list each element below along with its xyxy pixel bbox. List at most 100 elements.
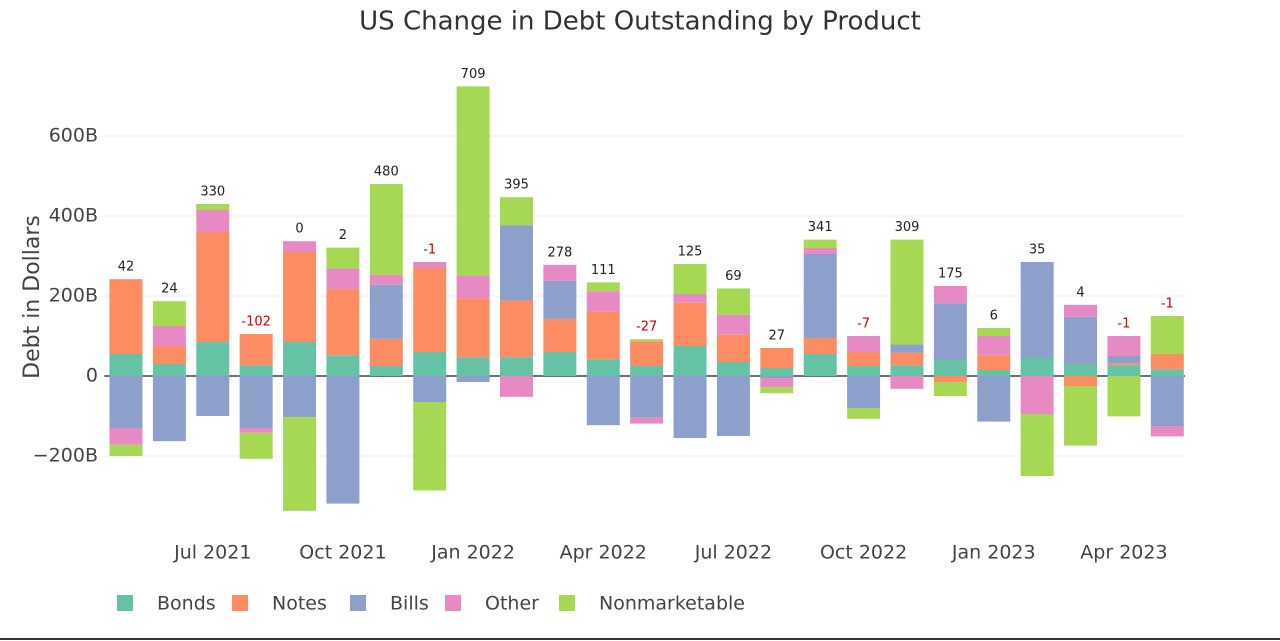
total-label: 125 xyxy=(678,245,703,260)
bar-segment xyxy=(933,286,967,304)
bar-segment xyxy=(803,354,837,376)
bar-segment xyxy=(630,366,664,376)
bar-segment xyxy=(586,291,620,312)
bar-segment xyxy=(196,204,230,210)
bar-segment xyxy=(890,352,924,366)
bar-segment xyxy=(760,378,794,388)
bar-segment xyxy=(196,210,230,232)
total-label: 69 xyxy=(725,269,742,284)
x-tick-label: Jul 2022 xyxy=(694,542,772,564)
total-label: 330 xyxy=(200,185,225,200)
y-tick-label: 0 xyxy=(86,365,98,387)
bar-segment xyxy=(152,326,186,346)
bar-segment xyxy=(543,318,577,352)
y-axis-title: Debt in Dollars xyxy=(20,215,45,379)
bar-segment xyxy=(456,357,490,376)
bar-segment xyxy=(716,362,750,376)
bar-segment xyxy=(977,370,1011,376)
bar-segment xyxy=(1064,316,1098,364)
total-label: 395 xyxy=(504,178,529,193)
bar-segment xyxy=(716,314,750,335)
x-tick-label: Jan 2022 xyxy=(430,542,515,564)
legend-label: Nonmarketable xyxy=(599,593,745,615)
bar-segment xyxy=(673,346,707,376)
bar-segment xyxy=(716,288,750,315)
bar-segment xyxy=(1020,262,1054,358)
bar-segment xyxy=(1064,386,1098,446)
bar-segment xyxy=(239,432,273,459)
total-label: 111 xyxy=(591,263,616,278)
total-label: 0 xyxy=(295,222,303,237)
total-label: 24 xyxy=(161,282,178,297)
bar-segment xyxy=(1064,304,1098,317)
bar-segment xyxy=(499,225,533,301)
bar-segment xyxy=(109,279,143,354)
bar-segment xyxy=(803,338,837,354)
bar-segment xyxy=(413,402,447,491)
total-label: 480 xyxy=(374,165,399,180)
total-label: 42 xyxy=(118,260,135,275)
bar-segment xyxy=(456,275,490,299)
bar-segment xyxy=(890,344,924,353)
x-tick-label: Jan 2023 xyxy=(951,542,1036,564)
bar-segment xyxy=(326,268,360,290)
bar-segment xyxy=(1020,414,1054,476)
bar-segment xyxy=(933,303,967,360)
bar-segment xyxy=(283,417,317,511)
legend-swatch xyxy=(445,595,461,611)
bar-segment xyxy=(1107,376,1141,417)
bar-segment xyxy=(499,300,533,358)
y-tick-label: −200B xyxy=(33,445,98,467)
total-label: -1 xyxy=(1117,317,1130,332)
bar-segment xyxy=(413,268,447,352)
total-label: 709 xyxy=(461,67,486,82)
bar-segment xyxy=(239,334,273,366)
bar-segment xyxy=(283,241,317,252)
bar-segment xyxy=(413,352,447,376)
total-label: 4 xyxy=(1076,285,1084,300)
bar-segment xyxy=(152,346,186,364)
bar-segment xyxy=(586,282,620,292)
bar-segment xyxy=(326,247,360,269)
bar-segment xyxy=(283,342,317,376)
x-tick-label: Oct 2021 xyxy=(299,542,386,564)
legend-swatch xyxy=(117,595,133,611)
chart-title: US Change in Debt Outstanding by Product xyxy=(359,7,921,37)
x-tick-label: Jul 2021 xyxy=(173,542,251,564)
bar-segment xyxy=(716,376,750,436)
bar-segment xyxy=(630,376,664,418)
y-tick-label: 400B xyxy=(49,205,98,227)
bar-segment xyxy=(543,352,577,376)
bar-segment xyxy=(1150,376,1184,426)
bar-segment xyxy=(716,334,750,362)
total-label: 175 xyxy=(938,267,963,282)
bar-segment xyxy=(933,376,967,382)
total-label: 6 xyxy=(990,309,998,324)
bar-segment xyxy=(890,365,924,376)
bar-segment xyxy=(760,368,794,376)
bar-segment xyxy=(847,336,881,352)
total-label: -7 xyxy=(857,317,870,332)
bar-segment xyxy=(673,264,707,294)
bar-segment xyxy=(1020,358,1054,376)
bar-segment xyxy=(673,376,707,438)
bar-segment xyxy=(803,248,837,254)
bar-segment xyxy=(586,311,620,360)
legend-label: Notes xyxy=(272,593,327,615)
total-label: 27 xyxy=(769,329,786,344)
bar-segment xyxy=(152,364,186,376)
x-tick-label: Apr 2022 xyxy=(560,542,647,564)
bar-segment xyxy=(499,376,533,397)
bar-segment xyxy=(196,232,230,342)
bar-segment xyxy=(977,355,1011,370)
bar-segment xyxy=(673,294,707,303)
bar-segment xyxy=(977,376,1011,422)
bar-segment xyxy=(760,348,794,368)
bar-segment xyxy=(847,352,881,366)
x-tick-label: Apr 2023 xyxy=(1080,542,1167,564)
bar-segment xyxy=(326,355,360,376)
bar-segment xyxy=(890,376,924,389)
legend-swatch xyxy=(350,595,366,611)
bar-segment xyxy=(369,338,403,366)
